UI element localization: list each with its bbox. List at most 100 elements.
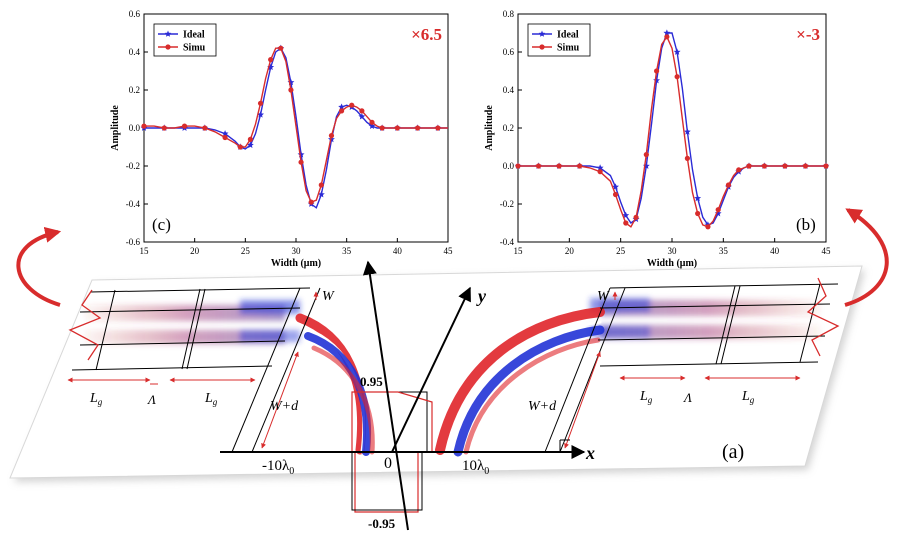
data-point-simu	[823, 163, 829, 169]
x-tick-label: 15	[514, 246, 524, 256]
y-tick-label: 0.4	[129, 47, 141, 57]
data-point-ideal	[596, 164, 604, 171]
tick-right-main: 10λ0	[462, 458, 489, 477]
x-tick-label: 15	[140, 246, 150, 256]
data-point-ideal	[663, 29, 671, 36]
right-lg1-label: Lg	[639, 389, 653, 405]
data-point-simu	[633, 214, 639, 220]
data-point-simu	[654, 68, 660, 74]
data-point-simu	[369, 119, 375, 125]
series-line-simu	[144, 47, 448, 203]
data-point-simu	[736, 167, 742, 173]
chart-panel-c: 15 20 25 30 35 40 45 -0.6 -0.4 -0.2 0.0 0.2 0.4 0.6 Wi…	[110, 9, 453, 269]
data-point-simu	[415, 125, 421, 131]
data-point-simu	[349, 102, 355, 108]
y-tick-label: -0.6	[126, 237, 141, 247]
x-axis-label: Width (μm)	[647, 258, 697, 269]
panel-a-label: (a)	[722, 441, 744, 463]
left-curved-arrow	[16, 227, 62, 307]
left-wd-label: W+d	[270, 399, 299, 414]
multiplier-label: ×6.5	[411, 25, 442, 44]
z-axis-line	[362, 260, 409, 531]
y-tick-label: 0.6	[129, 9, 141, 19]
data-point-ideal	[247, 141, 254, 148]
data-point-simu	[802, 163, 809, 169]
left-dimensions	[67, 291, 319, 449]
left-lg1-label: Lg	[89, 391, 103, 407]
data-point-ideal	[338, 103, 345, 110]
data-point-ideal	[673, 48, 681, 55]
data-point-simu	[725, 182, 732, 188]
right-curved-arrow	[844, 208, 889, 307]
right-w-label: W	[597, 289, 610, 304]
data-point-simu	[715, 207, 721, 213]
legend-box	[153, 23, 217, 57]
right-lg2-label: Lg	[741, 389, 755, 405]
data-point-simu	[597, 169, 603, 175]
axis-x-label: x	[585, 443, 595, 463]
axis-y-label: y	[476, 286, 487, 306]
data-point-simu	[328, 133, 335, 139]
y-tick-label: 0.0	[129, 123, 141, 133]
right-beam	[435, 307, 605, 457]
legend-label-simu: Simu	[183, 43, 206, 54]
data-point-simu	[359, 108, 365, 114]
panel-label: (c)	[152, 215, 171, 234]
data-point-simu	[664, 34, 670, 40]
data-point-simu	[257, 100, 264, 106]
x-tick-label: 35	[342, 246, 352, 256]
data-point-ideal	[257, 111, 264, 118]
data-point-simu	[612, 191, 619, 198]
data-point-simu	[435, 125, 441, 131]
data-point-simu	[705, 224, 711, 230]
data-point-simu	[202, 125, 208, 131]
legend-swatch-marker	[538, 30, 546, 37]
data-point-simu	[746, 163, 752, 169]
y-axis-label: Amplitude	[110, 105, 121, 151]
x-tick-label: 30	[668, 246, 678, 256]
chart-panel-b: 15 20 25 30 35 40 45 -0.4 -0.2 0.0 0.2 0.4 0.6 0.8 Wid…	[484, 9, 831, 269]
panel-label: (b)	[796, 215, 816, 234]
tick-left-main: -10λ0	[262, 458, 294, 477]
data-point-simu	[268, 57, 274, 63]
y-tick-label: -0.2	[126, 161, 140, 171]
legend-swatch-marker	[165, 44, 171, 50]
data-point-simu	[318, 182, 324, 188]
y-tick-label: 0.2	[503, 123, 514, 133]
right-dimensions	[564, 291, 801, 449]
y-tick-label: -0.2	[500, 199, 514, 209]
data-point-simu	[339, 108, 345, 114]
top-value: 0.95	[360, 374, 383, 389]
legend-swatch-marker	[539, 44, 545, 50]
data-point-simu	[247, 136, 253, 142]
y-tick-label: 0.8	[503, 9, 515, 19]
data-point-simu	[643, 152, 649, 158]
coordinate-axes	[220, 260, 586, 531]
data-point-simu	[141, 123, 147, 129]
data-point-simu	[684, 155, 691, 161]
y-tick-label: 0.6	[503, 47, 515, 57]
diagram-panel-a: x y 0 -10λ0 10λ0 0.95 -0.95 (a) W W+d Lg…	[9, 208, 889, 531]
data-point-ideal	[694, 194, 702, 202]
x-tick-label: 40	[770, 246, 780, 256]
data-point-simu	[394, 125, 400, 131]
legend-label-ideal: Ideal	[557, 30, 579, 41]
left-lambda-label: Λ	[146, 392, 156, 407]
data-point-ideal	[317, 190, 325, 198]
x-tick-label: 40	[393, 246, 403, 256]
x-tick-label: 20	[190, 246, 200, 256]
data-point-ideal	[612, 183, 619, 190]
data-point-simu	[288, 87, 294, 93]
data-point-simu	[761, 163, 768, 169]
data-point-simu	[577, 163, 583, 169]
left-w-label: W	[322, 289, 335, 304]
data-point-simu	[535, 163, 542, 169]
data-point-simu	[161, 125, 167, 131]
data-point-simu	[222, 134, 228, 141]
legend-label-ideal: Ideal	[183, 30, 205, 41]
data-point-ideal	[684, 128, 691, 135]
multiplier-label: ×-3	[796, 25, 820, 44]
data-point-simu	[623, 220, 629, 226]
data-point-ideal	[297, 151, 305, 158]
data-point-ideal	[358, 113, 366, 120]
